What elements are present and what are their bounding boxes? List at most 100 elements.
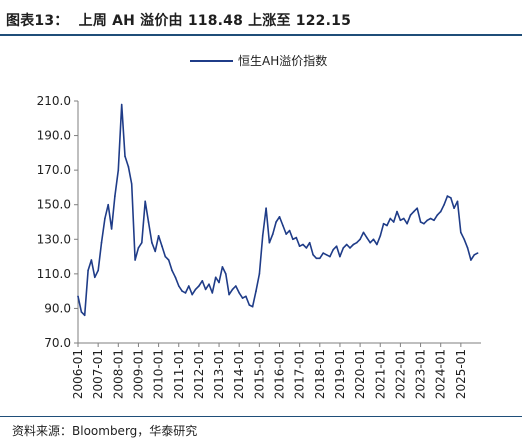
data-point: [376, 243, 378, 246]
x-tick-label: 2008-01: [111, 349, 125, 399]
data-point: [308, 241, 311, 244]
data-point: [144, 200, 146, 203]
x-tick-label: 2013-01: [212, 349, 226, 399]
data-point: [446, 195, 449, 197]
figure-title: 图表13： 上周 AH 溢价由 118.48 上涨至 122.15: [6, 10, 351, 30]
source-note: 资料来源：Bloomberg，华泰研究: [12, 424, 198, 438]
data-point: [315, 257, 318, 260]
data-point: [399, 219, 402, 222]
figure-label: 图表13：: [6, 13, 69, 29]
data-point: [382, 222, 385, 225]
data-point: [161, 245, 163, 247]
data-point: [295, 236, 298, 239]
data-point: [416, 207, 419, 209]
data-point: [372, 238, 375, 241]
data-point: [345, 243, 348, 246]
data-point: [194, 288, 197, 291]
data-point: [251, 305, 254, 308]
data-point: [456, 200, 459, 203]
data-point: [379, 235, 382, 237]
data-point: [214, 276, 217, 279]
data-point: [174, 276, 177, 279]
header-rule: [0, 34, 522, 36]
x-tick-label: 2014-01: [232, 349, 246, 399]
data-point: [265, 207, 267, 209]
data-point: [97, 269, 99, 272]
data-point: [322, 252, 325, 254]
data-point: [184, 292, 187, 294]
data-point: [292, 238, 294, 241]
y-tick-label: 110.0: [37, 267, 71, 281]
data-point: [110, 228, 113, 230]
data-point: [124, 155, 126, 158]
data-point: [403, 217, 405, 220]
data-point: [396, 210, 398, 213]
x-tick-label: 2020-01: [353, 349, 367, 399]
y-tick-label: 210.0: [37, 94, 71, 108]
chart-container: 恒生AH溢价指数 210.0 190.0 170.0 150.0 130.0 110.0 90…: [0, 40, 522, 415]
data-point: [83, 314, 86, 317]
data-point: [305, 247, 308, 249]
data-point: [228, 293, 230, 296]
data-point: [473, 254, 476, 256]
data-point: [450, 197, 452, 199]
data-point: [429, 217, 432, 220]
data-point: [460, 231, 462, 234]
data-point: [453, 207, 455, 209]
data-point: [171, 269, 173, 272]
x-tick-label: 2009-01: [131, 349, 145, 399]
data-point: [349, 247, 351, 249]
data-point: [241, 297, 244, 299]
data-point: [225, 273, 227, 275]
data-point: [386, 224, 388, 227]
data-point: [231, 288, 234, 291]
data-point: [285, 233, 288, 235]
data-point: [329, 255, 331, 258]
x-tick-label: 2006-01: [71, 349, 85, 399]
data-point: [80, 311, 83, 313]
data-point: [218, 281, 220, 284]
data-point: [114, 195, 116, 197]
data-point: [147, 221, 150, 223]
series-line-ah-premium: [77, 103, 478, 317]
data-point: [288, 229, 291, 232]
data-point: [339, 255, 341, 258]
data-point: [201, 280, 204, 282]
data-point: [426, 219, 429, 222]
data-point: [255, 290, 257, 292]
data-point: [423, 222, 425, 225]
data-point: [204, 288, 207, 291]
data-point: [104, 217, 106, 220]
data-point: [151, 241, 153, 244]
data-point: [268, 241, 271, 244]
data-point: [413, 210, 415, 213]
data-point: [208, 283, 210, 285]
x-tick-label: 2016-01: [273, 349, 287, 399]
data-point: [409, 214, 412, 216]
x-tick-label: 2025-01: [454, 349, 468, 399]
data-point: [466, 247, 469, 249]
data-point: [362, 231, 365, 234]
chart-legend: 恒生AH溢价指数: [190, 53, 327, 68]
data-point: [369, 241, 372, 244]
x-tick-label: 2012-01: [192, 349, 206, 399]
data-point: [164, 255, 167, 258]
data-point: [463, 238, 466, 241]
data-point: [157, 235, 160, 237]
x-tick-label: 2007-01: [91, 349, 105, 399]
data-point: [127, 165, 130, 168]
data-point: [298, 245, 301, 247]
data-point: [392, 221, 395, 223]
data-point: [419, 221, 422, 223]
x-tick-label: 2021-01: [373, 349, 387, 399]
data-point: [476, 252, 479, 254]
data-point: [120, 103, 123, 106]
data-point: [141, 241, 143, 244]
data-point: [342, 247, 345, 249]
x-tick-label: 2015-01: [252, 349, 266, 399]
data-point: [221, 266, 224, 268]
x-tick-label: 2017-01: [293, 349, 307, 399]
x-tick-label: 2024-01: [434, 349, 448, 399]
data-point: [245, 295, 247, 298]
data-point: [181, 290, 183, 292]
